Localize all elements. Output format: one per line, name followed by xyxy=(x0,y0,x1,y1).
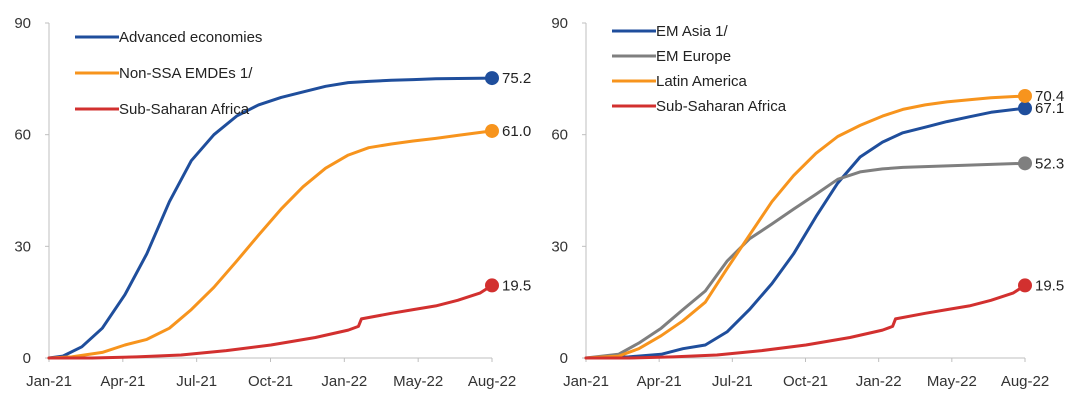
series-end-marker xyxy=(485,71,499,86)
series-end-marker xyxy=(1018,101,1032,116)
x-tick-label: Jan-21 xyxy=(26,373,72,390)
x-tick-label: Aug-22 xyxy=(468,373,516,390)
series-end-marker xyxy=(485,278,499,293)
x-tick-label: Jul-21 xyxy=(712,373,753,390)
y-tick-label: 0 xyxy=(23,350,31,367)
y-tick-label: 60 xyxy=(551,127,568,144)
series-end-label: 61.0 xyxy=(502,123,531,140)
y-tick-label: 30 xyxy=(551,238,568,255)
legend-label: Latin America xyxy=(656,73,748,90)
x-tick-label: Oct-21 xyxy=(248,373,293,390)
y-tick-label: 60 xyxy=(14,127,31,144)
x-tick-label: Jul-21 xyxy=(176,373,217,390)
series-line xyxy=(47,283,494,360)
y-tick-label: 90 xyxy=(551,15,568,32)
series-end-marker xyxy=(1018,88,1032,103)
series-end-label: 19.5 xyxy=(1035,277,1064,294)
legend-label: EM Asia 1/ xyxy=(656,23,729,40)
x-tick-label: Jan-21 xyxy=(563,373,609,390)
series-line xyxy=(584,161,1027,360)
series-end-marker xyxy=(1018,278,1032,293)
series-end-label: 75.2 xyxy=(502,70,531,87)
series-line xyxy=(47,76,494,360)
x-tick-label: Oct-21 xyxy=(783,373,828,390)
x-tick-label: May-22 xyxy=(927,373,977,390)
x-tick-label: Jan-22 xyxy=(856,373,902,390)
y-tick-label: 30 xyxy=(14,238,31,255)
x-tick-label: Jan-22 xyxy=(321,373,367,390)
legend-label: EM Europe xyxy=(656,48,731,65)
series-end-label: 19.5 xyxy=(502,277,531,294)
legend-label: Sub-Saharan Africa xyxy=(119,101,250,118)
y-tick-label: 0 xyxy=(560,350,568,367)
series-end-label: 52.3 xyxy=(1035,155,1064,172)
y-tick-label: 90 xyxy=(14,15,31,32)
series-line xyxy=(584,283,1027,360)
legend-label: Advanced economies xyxy=(119,29,262,46)
legend-label: Non-SSA EMDEs 1/ xyxy=(119,65,253,82)
x-tick-label: Aug-22 xyxy=(1001,373,1049,390)
series-line xyxy=(47,129,494,360)
series-end-label: 67.1 xyxy=(1035,100,1064,117)
series-end-label: 70.4 xyxy=(1035,88,1064,105)
x-tick-label: May-22 xyxy=(393,373,443,390)
series-line xyxy=(584,94,1027,360)
legend-label: Sub-Saharan Africa xyxy=(656,98,787,115)
series-end-marker xyxy=(485,123,499,138)
x-tick-label: Apr-21 xyxy=(100,373,145,390)
series-end-marker xyxy=(1018,156,1032,171)
series-line xyxy=(584,106,1027,360)
x-tick-label: Apr-21 xyxy=(637,373,682,390)
